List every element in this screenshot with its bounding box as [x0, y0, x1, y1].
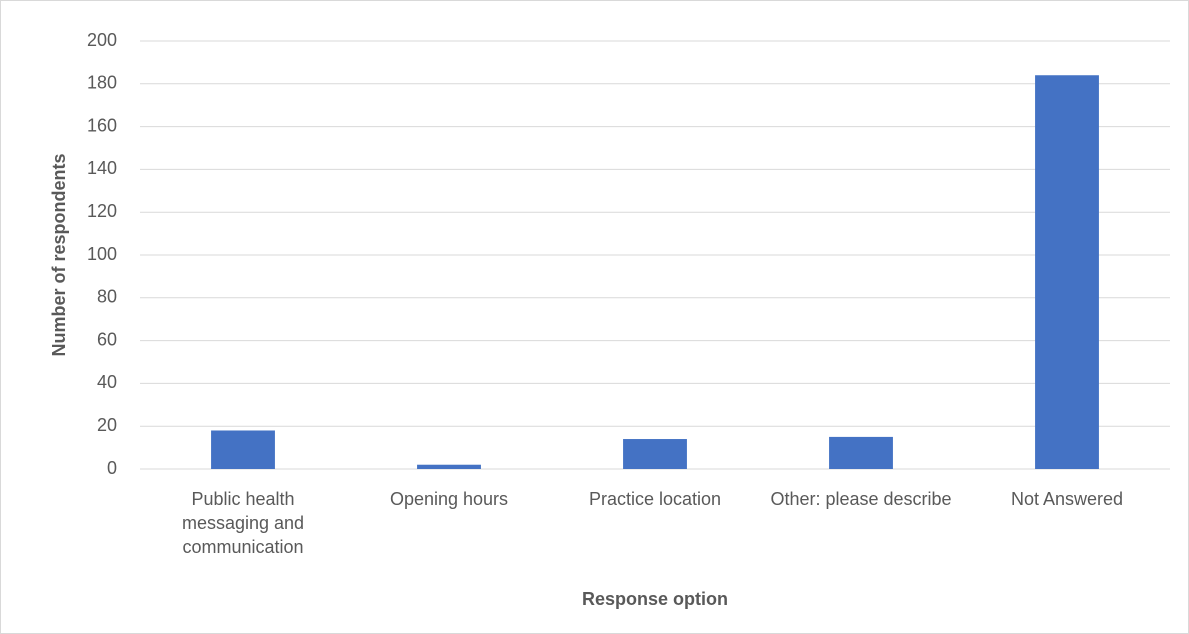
y-axis-title: Number of respondents — [49, 153, 69, 356]
bar — [1035, 75, 1099, 470]
y-tick-label: 40 — [97, 372, 117, 392]
y-tick-label: 60 — [97, 329, 117, 349]
y-tick-label: 200 — [87, 30, 117, 50]
y-tick-label: 120 — [87, 201, 117, 221]
y-tick-label: 140 — [87, 158, 117, 178]
y-tick-label: 20 — [97, 415, 117, 435]
y-tick-label: 180 — [87, 73, 117, 93]
x-tick-label: Other: please describe — [770, 489, 952, 509]
y-tick-label: 0 — [107, 458, 117, 478]
bar — [829, 436, 893, 469]
y-tick-label: 160 — [87, 115, 117, 135]
x-tick-label: Opening hours — [389, 489, 509, 509]
bar — [211, 430, 275, 469]
x-axis-title: Response option — [582, 589, 728, 609]
bar — [623, 439, 687, 469]
y-tick-label: 100 — [87, 244, 117, 264]
y-tick-label: 80 — [97, 287, 117, 307]
x-tick-label: Not Answered — [1010, 489, 1124, 509]
x-tick-label: Practice location — [588, 489, 722, 509]
x-tick-label: Public health messaging and communicatio… — [181, 489, 305, 557]
bar — [417, 464, 481, 469]
